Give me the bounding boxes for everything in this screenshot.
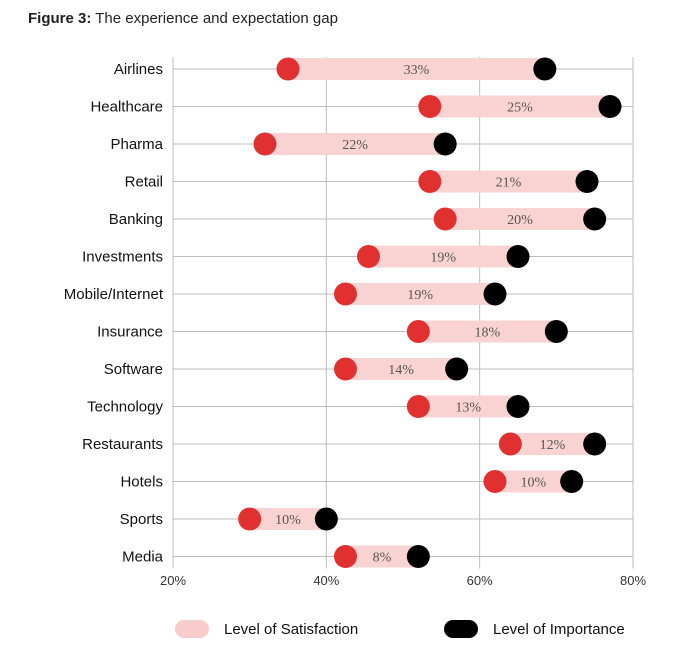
satisfaction-point [483,470,507,493]
gap-label: 18% [474,326,500,341]
category-label: Airlines [114,61,163,78]
importance-point [483,282,507,306]
category-label: Hotels [120,474,163,491]
gap-label: 20% [507,213,533,228]
importance-point [583,207,607,231]
gap-bar [429,95,610,118]
x-tick-label: 60% [467,573,493,588]
category-label: Restaurants [82,436,163,453]
gap-bar [265,133,446,155]
gap-bar [345,358,457,380]
gap-label: 19% [407,288,433,303]
legend-item-satisfaction: Level of Satisfaction [175,620,358,638]
satisfaction-point [334,357,357,381]
legend-label-importance: Level of Importance [493,620,625,638]
gap-bar [288,58,545,80]
importance-point [506,245,530,268]
chart-title: Figure 3: The experience and expectation… [28,10,338,27]
importance-point [544,320,568,343]
importance-point [406,545,430,568]
satisfaction-point [433,207,457,231]
gap-label: 8% [373,551,392,566]
category-label: Mobile/Internet [64,286,164,303]
category-label: Pharma [110,136,163,153]
gap-label: 22% [342,138,368,153]
gap-label: 12% [540,438,566,453]
legend-swatch-satisfaction [175,620,209,638]
gap-label: 10% [520,476,546,491]
x-tick-label: 80% [620,573,646,588]
satisfaction-point [418,170,442,193]
satisfaction-point [418,95,442,118]
gap-label: 33% [404,63,430,78]
gap-bar [445,208,595,230]
gap-bar [345,545,419,568]
category-label: Retail [125,174,163,191]
category-label: Media [122,549,164,566]
x-tick-label: 20% [160,573,186,588]
category-label: Investments [82,249,163,266]
satisfaction-point [276,57,300,81]
gap-label: 25% [507,101,533,116]
gap-bar [429,170,587,193]
satisfaction-point [406,320,430,343]
category-label: Software [104,361,163,378]
importance-point [506,395,530,418]
satisfaction-point [334,282,357,306]
gap-bar [495,470,572,493]
category-label: Healthcare [90,99,163,116]
category-label: Sports [120,511,163,528]
category-label: Insurance [97,324,163,341]
legend-label-satisfaction: Level of Satisfaction [224,620,359,638]
gap-bar [510,433,595,455]
satisfaction-point [238,507,262,531]
importance-point [598,95,622,118]
gap-bar [418,320,557,343]
dumbbell-chart: 20% 40% 60% 80% Airlines 33% Healthcare 25% Phar… [64,57,646,588]
satisfaction-point [406,395,430,418]
gap-label: 19% [430,251,456,266]
gap-bar [368,245,518,268]
gap-bar [418,395,518,418]
x-tick-label: 40% [313,573,339,588]
importance-point [314,507,338,531]
importance-point [583,432,607,456]
importance-point [445,357,469,381]
gap-bar [249,508,327,530]
satisfaction-point [334,545,357,568]
importance-point [533,57,557,81]
importance-point [433,132,457,156]
legend-item-importance: Level of Importance [444,620,625,638]
gap-label: 21% [496,176,522,191]
category-label: Banking [109,211,163,228]
figure-label: Figure 3: [28,10,92,27]
importance-point [560,470,584,493]
satisfaction-point [253,132,277,156]
importance-point [575,170,599,193]
legend-swatch-importance [444,620,478,638]
gap-label: 14% [388,363,414,378]
title-text: The experience and expectation gap [95,10,338,27]
gap-label: 13% [455,401,481,416]
category-label: Technology [87,399,163,416]
gap-label: 10% [275,513,301,528]
satisfaction-point [498,432,522,456]
legend: Level of Satisfaction Level of Importanc… [0,620,700,644]
gap-bar [345,283,495,305]
satisfaction-point [357,245,380,268]
